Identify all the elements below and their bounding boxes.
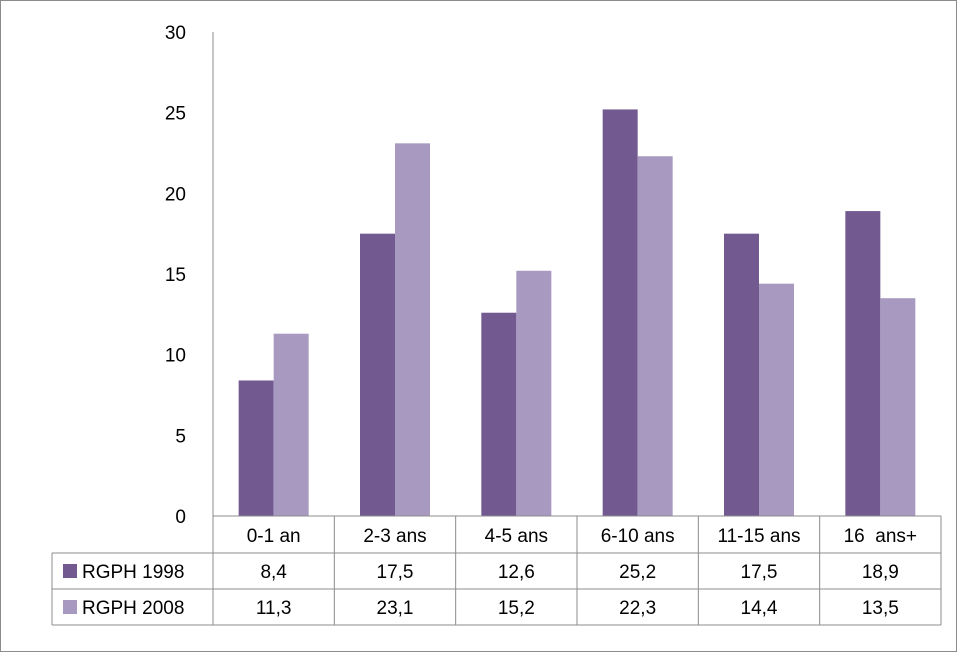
legend-swatch [63,600,77,614]
y-tick-label: 15 [165,265,186,286]
y-tick-label: 5 [175,426,186,447]
category-label: 16 ans+ [844,526,917,547]
table-cell-value: 8,4 [260,562,287,583]
bar-rgph-1998 [481,312,517,516]
y-tick-label: 0 [175,507,186,528]
category-label: 11-15 ans [717,526,800,547]
bar-rgph-1998 [238,380,274,516]
category-label: 2-3 ans [363,526,426,547]
bar-rgph-2008 [637,156,673,516]
bar-rgph-2008 [273,333,309,516]
data-table: 0-1 an 2-3 ans 4-5 ans 6-10 ans 11-15 ans 16 … [51,515,942,626]
bar-rgph-1998 [724,233,759,516]
y-tick-label: 30 [165,23,186,44]
table-cell-value: 22,3 [619,598,656,619]
legend-label: RGPH 1998 [82,562,184,583]
table-cell-value: 17,5 [377,562,414,583]
y-tick-label: 25 [165,104,186,125]
bar-rgph-1998 [360,233,395,516]
category-label: 4-5 ans [485,526,548,547]
table-cell-value: 17,5 [741,562,778,583]
category-label: 6-10 ans [601,526,675,547]
bar-group [238,109,916,516]
table-cell-value: 12,6 [498,562,535,583]
category-label: 0-1 an [247,526,301,547]
y-tick-label: 10 [165,346,186,367]
bar-rgph-2008 [759,283,794,516]
bar-rgph-1998 [845,211,881,516]
table-cell-value: 25,2 [619,562,656,583]
table-cell-value: 18,9 [862,562,899,583]
legend-label: RGPH 2008 [82,598,184,619]
bar-rgph-2008 [516,270,552,516]
y-axis: 0 5 10 15 20 25 30 [165,23,214,625]
table-cell-value: 14,4 [741,598,778,619]
table-cell-value: 15,2 [498,598,535,619]
legend-swatch [63,564,77,578]
bar-rgph-2008 [395,143,430,516]
table-cell-value: 23,1 [377,598,414,619]
bar-rgph-2008 [880,298,916,516]
y-tick-label: 20 [165,184,186,205]
table-cell-value: 11,3 [256,598,292,619]
bar-rgph-1998 [602,109,638,516]
table-cell-value: 13,5 [862,598,899,619]
